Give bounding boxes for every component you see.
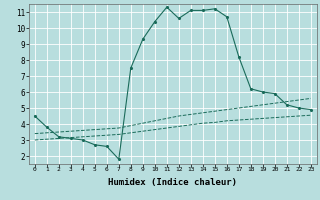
X-axis label: Humidex (Indice chaleur): Humidex (Indice chaleur)	[108, 178, 237, 187]
